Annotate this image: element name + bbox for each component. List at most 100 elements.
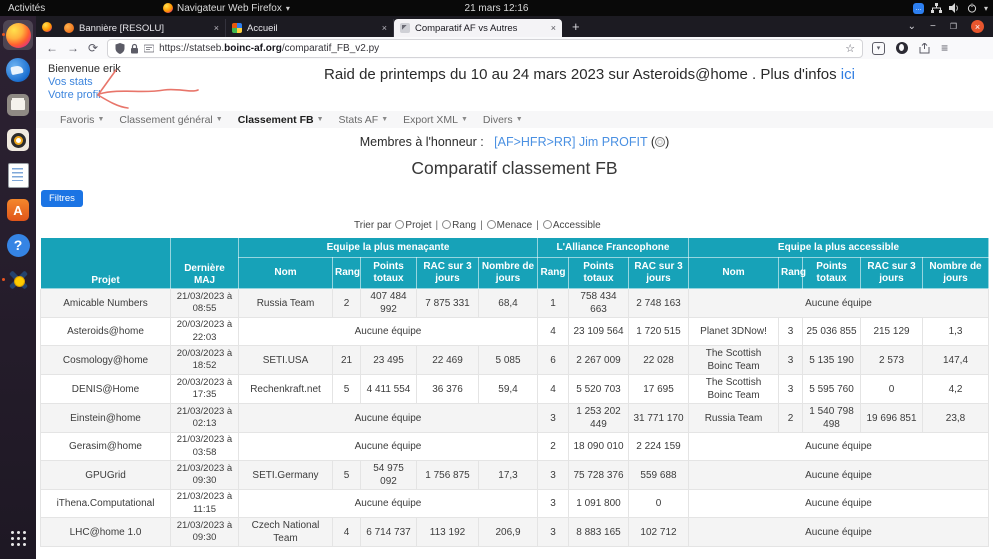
sort-radio-menace[interactable]: Menace — [486, 220, 532, 231]
stats-link[interactable]: Vos stats — [48, 76, 93, 88]
col-rang[interactable]: Rang — [537, 257, 569, 289]
group-equipe-accessible: Equipe la plus accessible — [688, 237, 990, 258]
table-row: LHC@home 1.0 21/03/2023 à 09:30 Czech Nat… — [40, 517, 990, 547]
dock-rhythmbox-button[interactable] — [1, 123, 35, 157]
lock-icon[interactable] — [130, 43, 139, 54]
help-icon: ? — [6, 233, 30, 257]
boinc-icon — [6, 268, 30, 292]
dock-firefox-button[interactable] — [1, 18, 35, 52]
radio-icon[interactable] — [442, 220, 452, 229]
system-tray[interactable]: … ▾ — [912, 2, 988, 14]
col-points[interactable]: Points totaux — [360, 257, 417, 289]
col-rac[interactable]: RAC sur 3 jours — [416, 257, 479, 289]
radio-icon[interactable] — [395, 220, 405, 229]
network-icon — [930, 3, 942, 13]
col-jours[interactable]: Nombre de jours — [922, 257, 990, 289]
activities-button[interactable]: Activités — [8, 2, 46, 14]
clock-menu[interactable]: 21 mars 12:16 — [464, 2, 529, 14]
dock-thunderbird-button[interactable] — [1, 53, 35, 87]
project-link[interactable]: Amicable Numbers — [40, 288, 171, 318]
honor-member-link[interactable]: [AF>HFR>RR] Jim PROFIT — [494, 135, 648, 149]
project-link[interactable]: Einstein@home — [40, 403, 171, 433]
radio-icon[interactable] — [486, 220, 496, 229]
rhythmbox-icon — [7, 129, 29, 151]
list-all-tabs-button[interactable]: ⌄ — [907, 21, 916, 32]
menu-icon[interactable]: ≡ — [941, 41, 949, 55]
forward-button[interactable]: → — [67, 41, 79, 55]
dock-help-button[interactable]: ? — [1, 228, 35, 262]
project-link[interactable]: GPUGrid — [40, 460, 171, 490]
honor-line: Membres à l'honneur : [AF>HFR>RR] Jim PR… — [359, 135, 670, 149]
col-rac[interactable]: RAC sur 3 jours — [860, 257, 924, 289]
minimize-button[interactable]: − — [929, 21, 936, 32]
bookmark-star-icon[interactable]: ☆ — [845, 42, 856, 55]
sort-radio-accessible[interactable]: Accessible — [542, 220, 601, 231]
show-applications-icon — [10, 530, 26, 546]
page-content: Bienvenue erik Vos stats Votre profil Ra… — [36, 59, 993, 559]
url-bar[interactable]: https://statseb.boinc-af.org/comparatif_… — [107, 38, 864, 58]
banner-info-link[interactable]: ici — [840, 66, 855, 83]
menu-classement-general[interactable]: Classement général ▼ — [119, 113, 223, 126]
firefox-view-button[interactable] — [36, 21, 58, 32]
col-points[interactable]: Points totaux — [802, 257, 862, 289]
show-applications-button[interactable] — [1, 521, 35, 555]
col-nom[interactable]: Nom — [688, 257, 780, 289]
site-menu: Favoris ▼ Classement général ▼ Classement … — [36, 111, 993, 128]
menu-classement-fb[interactable]: Classement FB ▼ — [237, 113, 324, 126]
dock-boinc-button[interactable] — [1, 263, 35, 297]
focused-app-menu[interactable]: Navigateur Web Firefox ▾ — [163, 3, 290, 14]
extension-icon[interactable]: ▾ — [872, 41, 886, 55]
chevron-down-icon: ▾ — [983, 3, 988, 13]
menu-export-xml[interactable]: Export XML ▼ — [403, 113, 468, 126]
project-link[interactable]: Gerasim@home — [40, 432, 171, 461]
close-icon[interactable]: × — [213, 23, 219, 33]
col-nom[interactable]: Nom — [238, 257, 333, 289]
back-button[interactable]: ← — [46, 41, 58, 55]
project-link[interactable]: LHC@home 1.0 — [40, 517, 171, 547]
sort-radio-rang[interactable]: Rang — [442, 220, 476, 231]
tab-banniere[interactable]: Bannière [RESOLU] × — [58, 19, 226, 37]
page-title: Comparatif classement FB — [411, 158, 618, 178]
project-link[interactable]: iThena.Computational — [40, 489, 171, 518]
new-tab-button[interactable]: + — [572, 19, 580, 34]
firefox-window: Bannière [RESOLU] × Accueil × Comparatif… — [36, 16, 993, 559]
dock-writer-button[interactable] — [1, 158, 35, 192]
col-jours[interactable]: Nombre de jours — [478, 257, 538, 289]
radio-icon[interactable] — [542, 220, 552, 229]
col-derniere-maj[interactable]: Dernière MAJ — [170, 237, 239, 289]
project-link[interactable]: Cosmology@home — [40, 345, 171, 375]
table-row: Gerasim@home 21/03/2023 à 03:58 Aucune éq… — [40, 432, 990, 461]
site-information-icon[interactable] — [144, 44, 155, 53]
chat-icon[interactable]: … — [912, 2, 924, 14]
sort-radio-projet[interactable]: Projet — [395, 220, 432, 231]
restore-button[interactable]: ❐ — [949, 22, 957, 31]
dark-extension-icon[interactable] — [896, 42, 909, 54]
col-rang[interactable]: Rang — [332, 257, 361, 289]
project-link[interactable]: DENIS@Home — [40, 374, 171, 404]
col-rac[interactable]: RAC sur 3 jours — [627, 257, 690, 289]
filters-button[interactable]: Filtres — [41, 190, 83, 207]
menu-divers[interactable]: Divers ▼ — [482, 113, 523, 126]
volume-icon — [948, 3, 958, 13]
share-icon[interactable] — [919, 42, 930, 54]
project-link[interactable]: Asteroids@home — [40, 317, 171, 346]
menu-favoris[interactable]: Favoris ▼ — [60, 113, 105, 126]
profile-link[interactable]: Votre profil — [48, 89, 101, 101]
dock-software-button[interactable]: A — [1, 193, 35, 227]
table-row: Amicable Numbers 21/03/2023 à 08:55 Russi… — [40, 288, 990, 318]
dock-files-button[interactable] — [1, 88, 35, 122]
col-points[interactable]: Points totaux — [568, 257, 629, 289]
stats-favicon — [400, 23, 410, 33]
chevron-down-icon: ▾ — [285, 3, 290, 13]
shield-icon — [115, 42, 125, 54]
col-rang[interactable]: Rang — [778, 257, 806, 289]
tab-accueil[interactable]: Accueil × — [226, 19, 394, 37]
close-window-button[interactable]: × — [971, 20, 984, 33]
tab-comparatif[interactable]: Comparatif AF vs Autres × — [394, 19, 562, 37]
menu-stats-af[interactable]: Stats AF ▼ — [338, 113, 389, 126]
close-icon[interactable]: × — [550, 23, 556, 33]
col-projet[interactable]: Projet — [40, 237, 171, 289]
forum-favicon — [64, 23, 74, 33]
close-icon[interactable]: × — [381, 23, 387, 33]
reload-button[interactable]: ⟳ — [88, 41, 99, 55]
